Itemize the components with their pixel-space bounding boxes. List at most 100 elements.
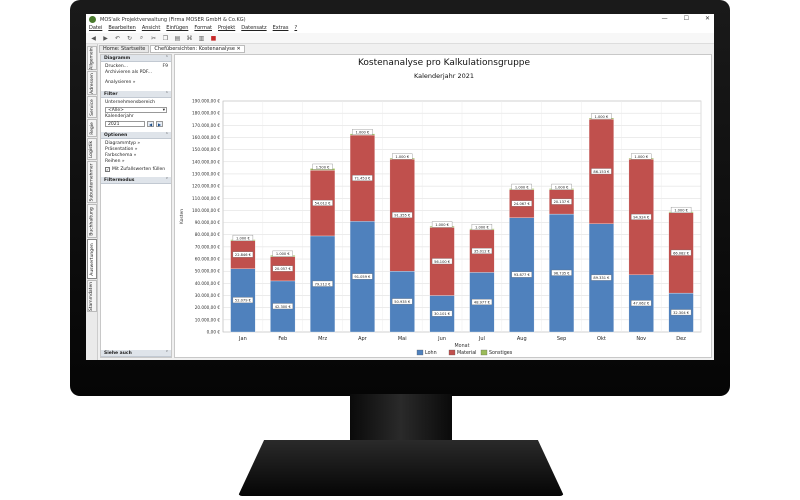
data-label-box [392, 212, 413, 218]
toolbar: ◀ ▶ ↶ ↻ ⌕ ✂ ❐ ▤ ⌘ ▥ ■ [86, 33, 714, 44]
kalenderjahr-input[interactable]: 2021 [105, 121, 145, 127]
chart-icon[interactable]: ▥ [198, 34, 205, 42]
x-tick-label: Aug [517, 336, 527, 342]
menu-extras[interactable]: Extras [272, 25, 289, 31]
side-tab-logistik[interactable]: Logistik [87, 138, 97, 160]
monitor-stand-base [238, 440, 564, 496]
forward-icon[interactable]: ▶ [103, 34, 108, 42]
chevron-down-icon: ▾ [162, 108, 165, 113]
farbschema-link[interactable]: Farbschema » [105, 153, 137, 158]
y-tick-label: 160.000,00 € [192, 135, 220, 140]
y-tick-label: 170.000,00 € [192, 123, 220, 128]
y-tick-label: 150.000,00 € [192, 147, 220, 152]
diagrammtyp-link[interactable]: Diagrammtyp » [105, 141, 141, 146]
side-tab-allgemein[interactable]: Allgemein [87, 46, 97, 70]
y-tick-label: 10.000,00 € [195, 317, 221, 322]
close-button[interactable]: ✕ [704, 15, 710, 22]
data-label: 91.059 € [354, 275, 371, 279]
y-tick-label: 90.000,00 € [195, 220, 221, 225]
reihen-link[interactable]: Reihen » [105, 159, 125, 164]
analysieren-link[interactable]: Analysieren » [105, 80, 136, 85]
pdf-icon[interactable]: ■ [210, 34, 217, 42]
y-tick-label: 140.000,00 € [192, 159, 220, 164]
zufallswerte-checkbox-row[interactable]: ✓ Mit Zufallswerten füllen [101, 167, 171, 172]
menu-help[interactable]: ? [294, 25, 298, 31]
y-tick-label: 70.000,00 € [195, 244, 221, 249]
y-tick-label: 20.000,00 € [195, 305, 221, 310]
attach-icon[interactable]: ⌘ [186, 34, 193, 42]
data-label: 22.846 € [235, 253, 252, 257]
data-label-box [392, 153, 413, 160]
refresh-icon[interactable]: ↻ [126, 34, 133, 42]
data-label: 42.300 € [275, 305, 292, 309]
data-label: 96.735 € [554, 271, 571, 275]
cut-icon[interactable]: ✂ [150, 34, 157, 42]
search-icon[interactable]: ⌕ [139, 34, 144, 41]
monitor-stand-neck [350, 394, 452, 444]
side-tab-service[interactable]: Service [87, 96, 97, 118]
x-tick-label: Nov [636, 336, 646, 342]
unternehmensbereich-label: Unternehmensbereich [105, 100, 155, 105]
section-header-filtermodus[interactable]: Filtermodus ˅ [101, 177, 171, 184]
chart-panel: Kostenanalyse pro Kalkulationsgruppe Kal… [174, 54, 712, 358]
menu-datensatz[interactable]: Datensatz [241, 25, 267, 31]
data-label-box [471, 299, 493, 305]
back-icon[interactable]: ◀ [91, 34, 96, 42]
data-label: 48.977 € [474, 301, 491, 305]
data-label-box [232, 234, 254, 241]
side-tab-stammdaten[interactable]: Stammdaten [87, 280, 97, 312]
data-label: 20.137 € [554, 200, 571, 204]
menu-einfuegen[interactable]: Einfügen [166, 25, 189, 31]
section-header-siehe-auch[interactable]: Siehe auch ˅ [101, 350, 171, 357]
section-header-filter[interactable]: Filter ˄ [101, 91, 171, 98]
data-label: 20.057 € [275, 267, 292, 271]
paste-icon[interactable]: ▤ [174, 34, 181, 42]
x-tick-label: Sep [557, 336, 566, 342]
data-label-box [631, 213, 652, 220]
chart-title: Kostenanalyse pro Kalkulationsgruppe [357, 58, 531, 68]
section-header-optionen[interactable]: Optionen ˄ [101, 132, 171, 139]
side-tab-buchhaltung[interactable]: Buchhaltung [87, 204, 97, 238]
data-label: 1.000 € [395, 155, 409, 159]
side-tab-auswertungen[interactable]: Auswertungen [87, 239, 97, 279]
unternehmensbereich-select[interactable]: <Alle> ▾ [105, 107, 167, 113]
menu-projekt[interactable]: Projekt [218, 25, 236, 31]
data-label-box [551, 269, 572, 276]
minimize-button[interactable]: — [661, 15, 668, 22]
x-tick-label: Feb [278, 336, 287, 342]
chevron-up-icon: ˄ [165, 92, 168, 97]
maximize-button[interactable]: ☐ [683, 15, 689, 22]
menu-bearbeiten[interactable]: Bearbeiten [108, 25, 136, 31]
side-tab-regie[interactable]: Regie [87, 119, 97, 137]
data-label-box [591, 274, 612, 281]
tab-startseite[interactable]: Home: Startseite [99, 45, 150, 53]
menu-ansicht[interactable]: Ansicht [141, 25, 161, 31]
data-label-box [631, 153, 652, 160]
data-label: 1.000 € [634, 155, 648, 159]
data-label-box [591, 113, 612, 120]
zufallswerte-checkbox[interactable]: ✓ [105, 167, 110, 172]
data-label: 1.000 € [356, 131, 370, 135]
side-tab-subunternehmer[interactable]: Subunternehmer [87, 161, 97, 203]
data-label: 89.331 € [593, 276, 610, 280]
praesentation-link[interactable]: Präsentation » [105, 147, 138, 152]
menu-format[interactable]: Format [194, 25, 212, 31]
section-header-diagramm[interactable]: Diagramm ˄ [101, 55, 171, 62]
year-prev-button[interactable]: ◀ [147, 121, 154, 127]
x-tick-label: Apr [358, 336, 368, 342]
data-label-box [272, 250, 293, 257]
drucken-hotkey: F9 [162, 64, 168, 69]
drucken-link[interactable]: Drucken... F9 [105, 64, 168, 69]
undo-icon[interactable]: ↶ [114, 34, 121, 42]
stacked-bar-chart: 0,00 € 10.000,00 € 20.000,00 € 30.000,00 € 4… [179, 99, 702, 356]
menu-datei[interactable]: Datei [89, 25, 103, 31]
tab-kostenanalyse[interactable]: Chefübersichten: Kostenanalyse ✕ [150, 45, 245, 53]
side-tab-adressen[interactable]: Adressen [87, 71, 97, 95]
copy-icon[interactable]: ❐ [162, 34, 169, 42]
y-tick-label: 180.000,00 € [192, 111, 220, 116]
y-tick-label: 30.000,00 € [195, 293, 221, 298]
year-next-button[interactable]: ▶ [156, 121, 163, 127]
side-tab-strip: Allgemein Adressen Service Regie Logisti… [86, 44, 98, 360]
data-label-box [352, 273, 373, 280]
archivieren-pdf-link[interactable]: Archivieren als PDF... [105, 70, 153, 75]
